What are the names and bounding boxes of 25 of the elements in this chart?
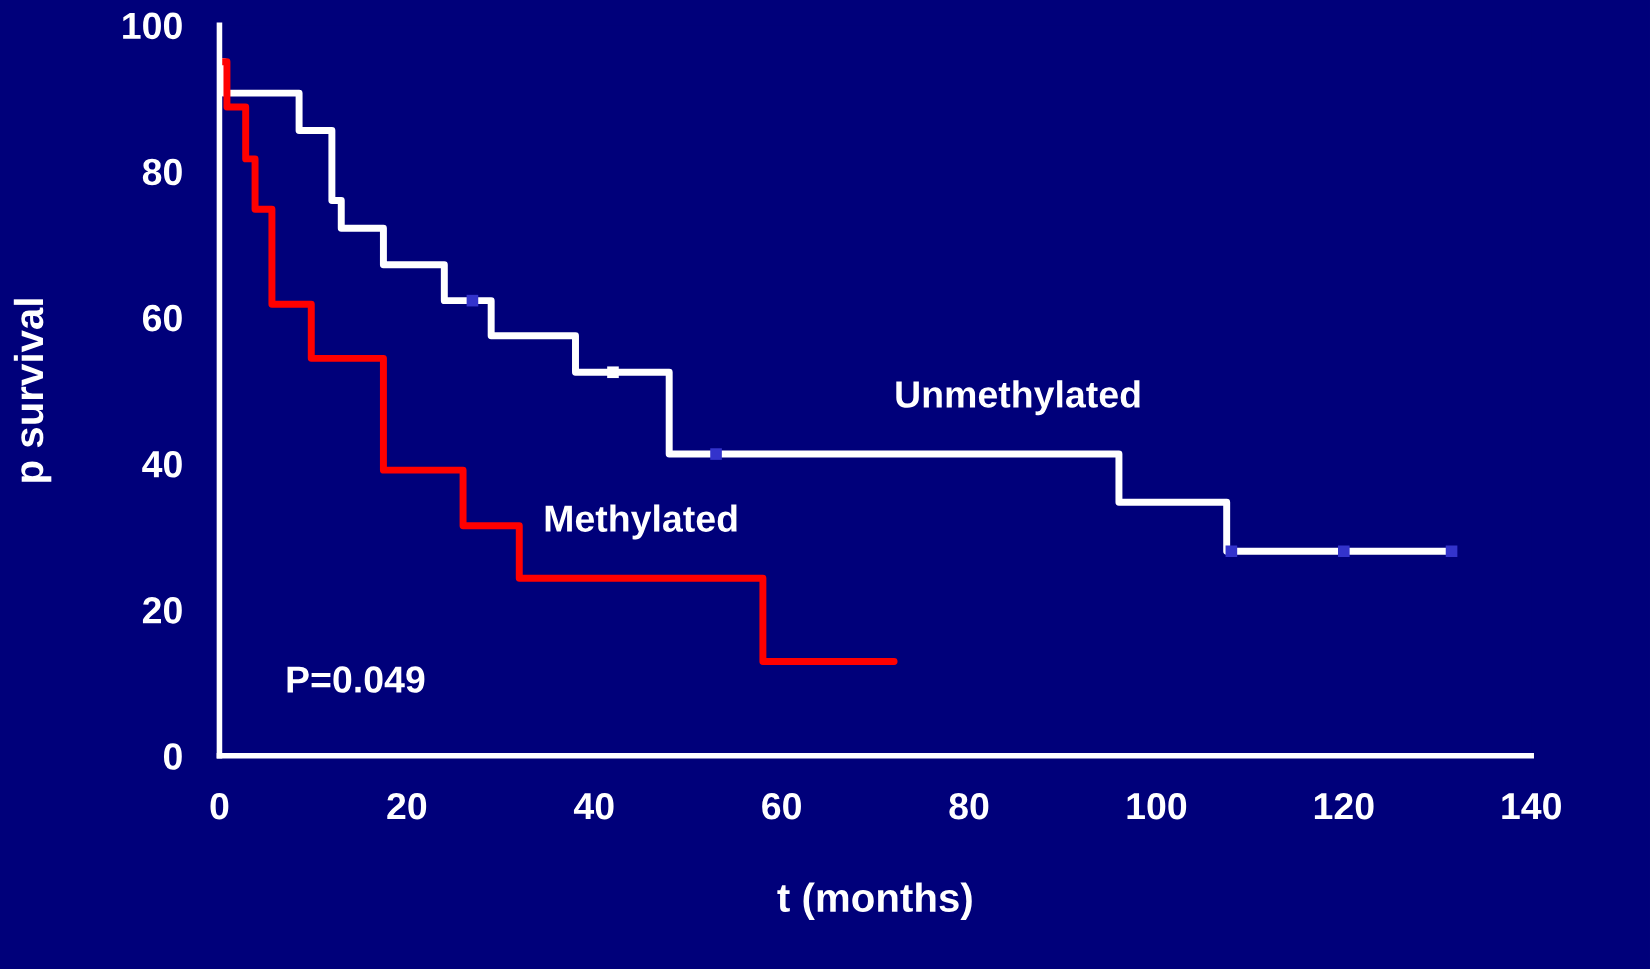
y-tick-label: 40 [142, 450, 182, 478]
x-tick-label: 140 [1502, 792, 1561, 820]
point [466, 294, 479, 307]
point [1225, 545, 1238, 558]
series-label: Unmethylated [896, 380, 1140, 416]
x-tick-label: 20 [387, 792, 427, 820]
x-tick-label: 40 [573, 792, 614, 820]
point [1445, 545, 1458, 558]
y-tick-label: 0 [163, 743, 182, 770]
x-axis-title: t (months) [777, 882, 972, 920]
x-tick-label: 100 [1127, 792, 1187, 820]
y-axis-title: p survival [13, 299, 52, 482]
y-tick-label: 80 [142, 158, 182, 186]
x-tick-label: 0 [210, 792, 229, 820]
y-tick-label: 60 [143, 304, 182, 332]
point [1338, 545, 1350, 558]
annotation: P=0.049 [287, 666, 425, 693]
point [710, 448, 722, 460]
x-tick-label: 60 [762, 792, 801, 820]
y-tick-label: 100 [123, 12, 182, 40]
series-label: Methylated [545, 504, 737, 540]
y-tick-label: 20 [142, 597, 182, 624]
point [607, 366, 619, 379]
x-tick-label: 80 [949, 792, 989, 820]
x-tick-label: 120 [1314, 792, 1374, 820]
